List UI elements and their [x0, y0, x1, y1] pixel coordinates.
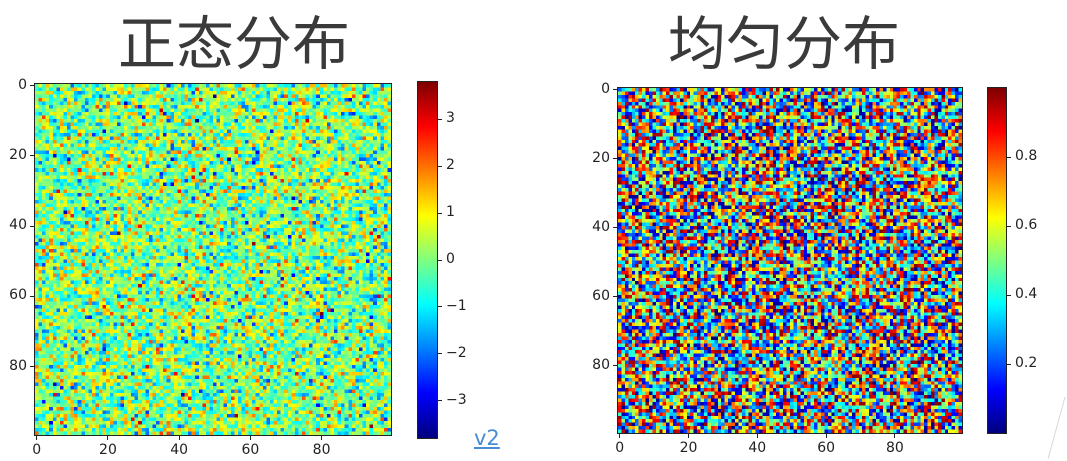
- colorbar-tick-label: 0: [446, 251, 455, 267]
- y-axis-tick-label: 60: [9, 287, 27, 304]
- colorbar-tick-label: 3: [446, 110, 455, 127]
- colorbar-tick: [1007, 294, 1011, 296]
- x-axis-tick-label: 0: [32, 442, 42, 458]
- colorbar-frame: [417, 81, 438, 439]
- y-axis-tick-label: 20: [9, 146, 27, 163]
- colorbar-tick-label: 0.6: [1015, 217, 1038, 233]
- y-axis-tick: [613, 296, 617, 298]
- window-edge-decoration: [1047, 396, 1066, 460]
- x-axis-tick: [619, 434, 621, 438]
- colorbar-tick-label: 2: [446, 157, 455, 174]
- y-axis-tick: [30, 225, 34, 227]
- colorbar-tick: [438, 306, 442, 308]
- colorbar: [418, 82, 437, 438]
- colorbar-tick: [438, 400, 442, 402]
- x-axis-tick: [107, 436, 109, 440]
- y-axis-tick: [613, 158, 617, 160]
- x-axis-tick-label: 0: [615, 440, 625, 456]
- heatmap-image: [618, 88, 962, 433]
- x-axis-tick-label: 60: [241, 442, 260, 458]
- y-axis-tick-label: 40: [9, 217, 27, 234]
- colorbar-tick: [438, 165, 442, 167]
- chart-title-normal: 正态分布: [118, 10, 351, 78]
- x-axis-tick-label: 80: [312, 442, 331, 458]
- colorbar-tick-label: 1: [446, 204, 455, 221]
- colorbar-tick: [438, 212, 442, 214]
- v2-link[interactable]: v2: [474, 426, 500, 450]
- heatmap-image: [35, 84, 391, 435]
- y-axis-tick-label: 0: [18, 76, 27, 93]
- x-axis-tick-label: 80: [885, 440, 904, 456]
- y-axis-tick: [613, 89, 617, 91]
- x-axis-tick-label: 40: [170, 442, 189, 458]
- y-axis-tick-label: 0: [601, 80, 610, 97]
- colorbar-tick-label: 0.2: [1015, 355, 1038, 371]
- y-axis-tick: [613, 227, 617, 229]
- y-axis-tick: [30, 366, 34, 368]
- x-axis-tick: [756, 434, 758, 438]
- colorbar-tick-label: 0.8: [1015, 148, 1038, 164]
- x-axis-tick: [178, 436, 180, 440]
- colorbar-tick: [1007, 363, 1011, 365]
- x-axis-tick: [321, 436, 323, 440]
- colorbar-tick: [438, 259, 442, 261]
- colorbar-tick-label: −2: [446, 344, 467, 361]
- x-axis-tick-label: 60: [817, 440, 836, 456]
- x-axis-tick: [825, 434, 827, 438]
- x-axis-tick-label: 20: [679, 440, 698, 456]
- x-axis-tick-label: 20: [99, 442, 117, 458]
- y-axis-tick-label: 80: [9, 357, 27, 374]
- y-axis-tick: [30, 85, 34, 87]
- colorbar-frame: [987, 87, 1007, 434]
- colorbar-tick-label: −1: [446, 297, 467, 314]
- chart-title-uniform: 均匀分布: [668, 10, 901, 78]
- colorbar-tick: [438, 118, 442, 120]
- plot-frame: [617, 87, 963, 434]
- colorbar-tick-label: 0.4: [1015, 286, 1038, 302]
- y-axis-tick: [30, 295, 34, 297]
- x-axis-tick: [36, 436, 38, 440]
- y-axis-tick-label: 60: [592, 287, 610, 304]
- colorbar-tick: [1007, 225, 1011, 227]
- colorbar-tick-label: −3: [446, 391, 467, 408]
- y-axis-tick-label: 80: [592, 356, 610, 373]
- x-axis-tick-label: 40: [748, 440, 767, 456]
- colorbar-tick: [1007, 156, 1011, 158]
- x-axis-tick: [249, 436, 251, 440]
- colorbar: [988, 88, 1006, 433]
- y-axis-tick-label: 40: [592, 218, 610, 235]
- y-axis-tick: [30, 155, 34, 157]
- y-axis-tick: [613, 365, 617, 367]
- x-axis-tick: [894, 434, 896, 438]
- y-axis-tick-label: 20: [592, 149, 610, 166]
- plot-frame: [34, 83, 392, 436]
- x-axis-tick: [688, 434, 690, 438]
- colorbar-tick: [438, 353, 442, 355]
